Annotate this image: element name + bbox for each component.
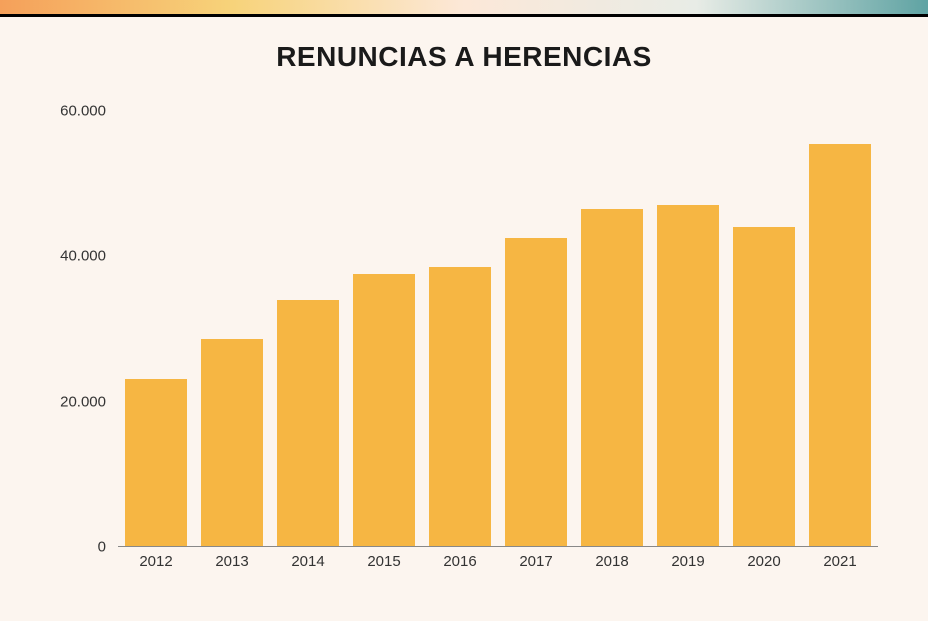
bar — [581, 209, 643, 546]
x-tick-label: 2020 — [726, 549, 802, 571]
bar — [505, 238, 567, 546]
bar-slot — [194, 111, 270, 546]
y-tick-label: 0 — [98, 539, 106, 556]
x-tick-label: 2021 — [802, 549, 878, 571]
x-tick-label: 2016 — [422, 549, 498, 571]
bar-slot — [802, 111, 878, 546]
bar — [733, 227, 795, 546]
bar — [657, 205, 719, 546]
bar-slot — [726, 111, 802, 546]
x-axis: 2012201320142015201620172018201920202021 — [118, 549, 878, 571]
chart-title: RENUNCIAS A HERENCIAS — [40, 41, 888, 73]
x-tick-label: 2019 — [650, 549, 726, 571]
x-tick-label: 2018 — [574, 549, 650, 571]
bars-container — [118, 111, 878, 546]
bar-slot — [346, 111, 422, 546]
chart-container: RENUNCIAS A HERENCIAS 0 20.000 40.000 60.00… — [0, 17, 928, 621]
bar — [201, 339, 263, 546]
bar-slot — [270, 111, 346, 546]
bar — [353, 274, 415, 546]
y-tick-label: 20.000 — [60, 393, 106, 410]
y-tick-label: 40.000 — [60, 248, 106, 265]
x-tick-label: 2015 — [346, 549, 422, 571]
y-tick-label: 60.000 — [60, 103, 106, 120]
bar-slot — [574, 111, 650, 546]
bar-slot — [498, 111, 574, 546]
bars-region — [118, 111, 878, 547]
bar-slot — [422, 111, 498, 546]
x-tick-label: 2014 — [270, 549, 346, 571]
x-tick-label: 2012 — [118, 549, 194, 571]
bar — [429, 267, 491, 546]
bar — [277, 300, 339, 547]
bar — [809, 144, 871, 546]
plot-area: 020.00040.00060.000 20122013201420152016… — [40, 111, 888, 571]
x-tick-label: 2017 — [498, 549, 574, 571]
bar-slot — [650, 111, 726, 546]
bar — [125, 379, 187, 546]
y-axis: 020.00040.00060.000 — [40, 111, 112, 571]
top-gradient-bar — [0, 0, 928, 14]
bar-slot — [118, 111, 194, 546]
x-tick-label: 2013 — [194, 549, 270, 571]
